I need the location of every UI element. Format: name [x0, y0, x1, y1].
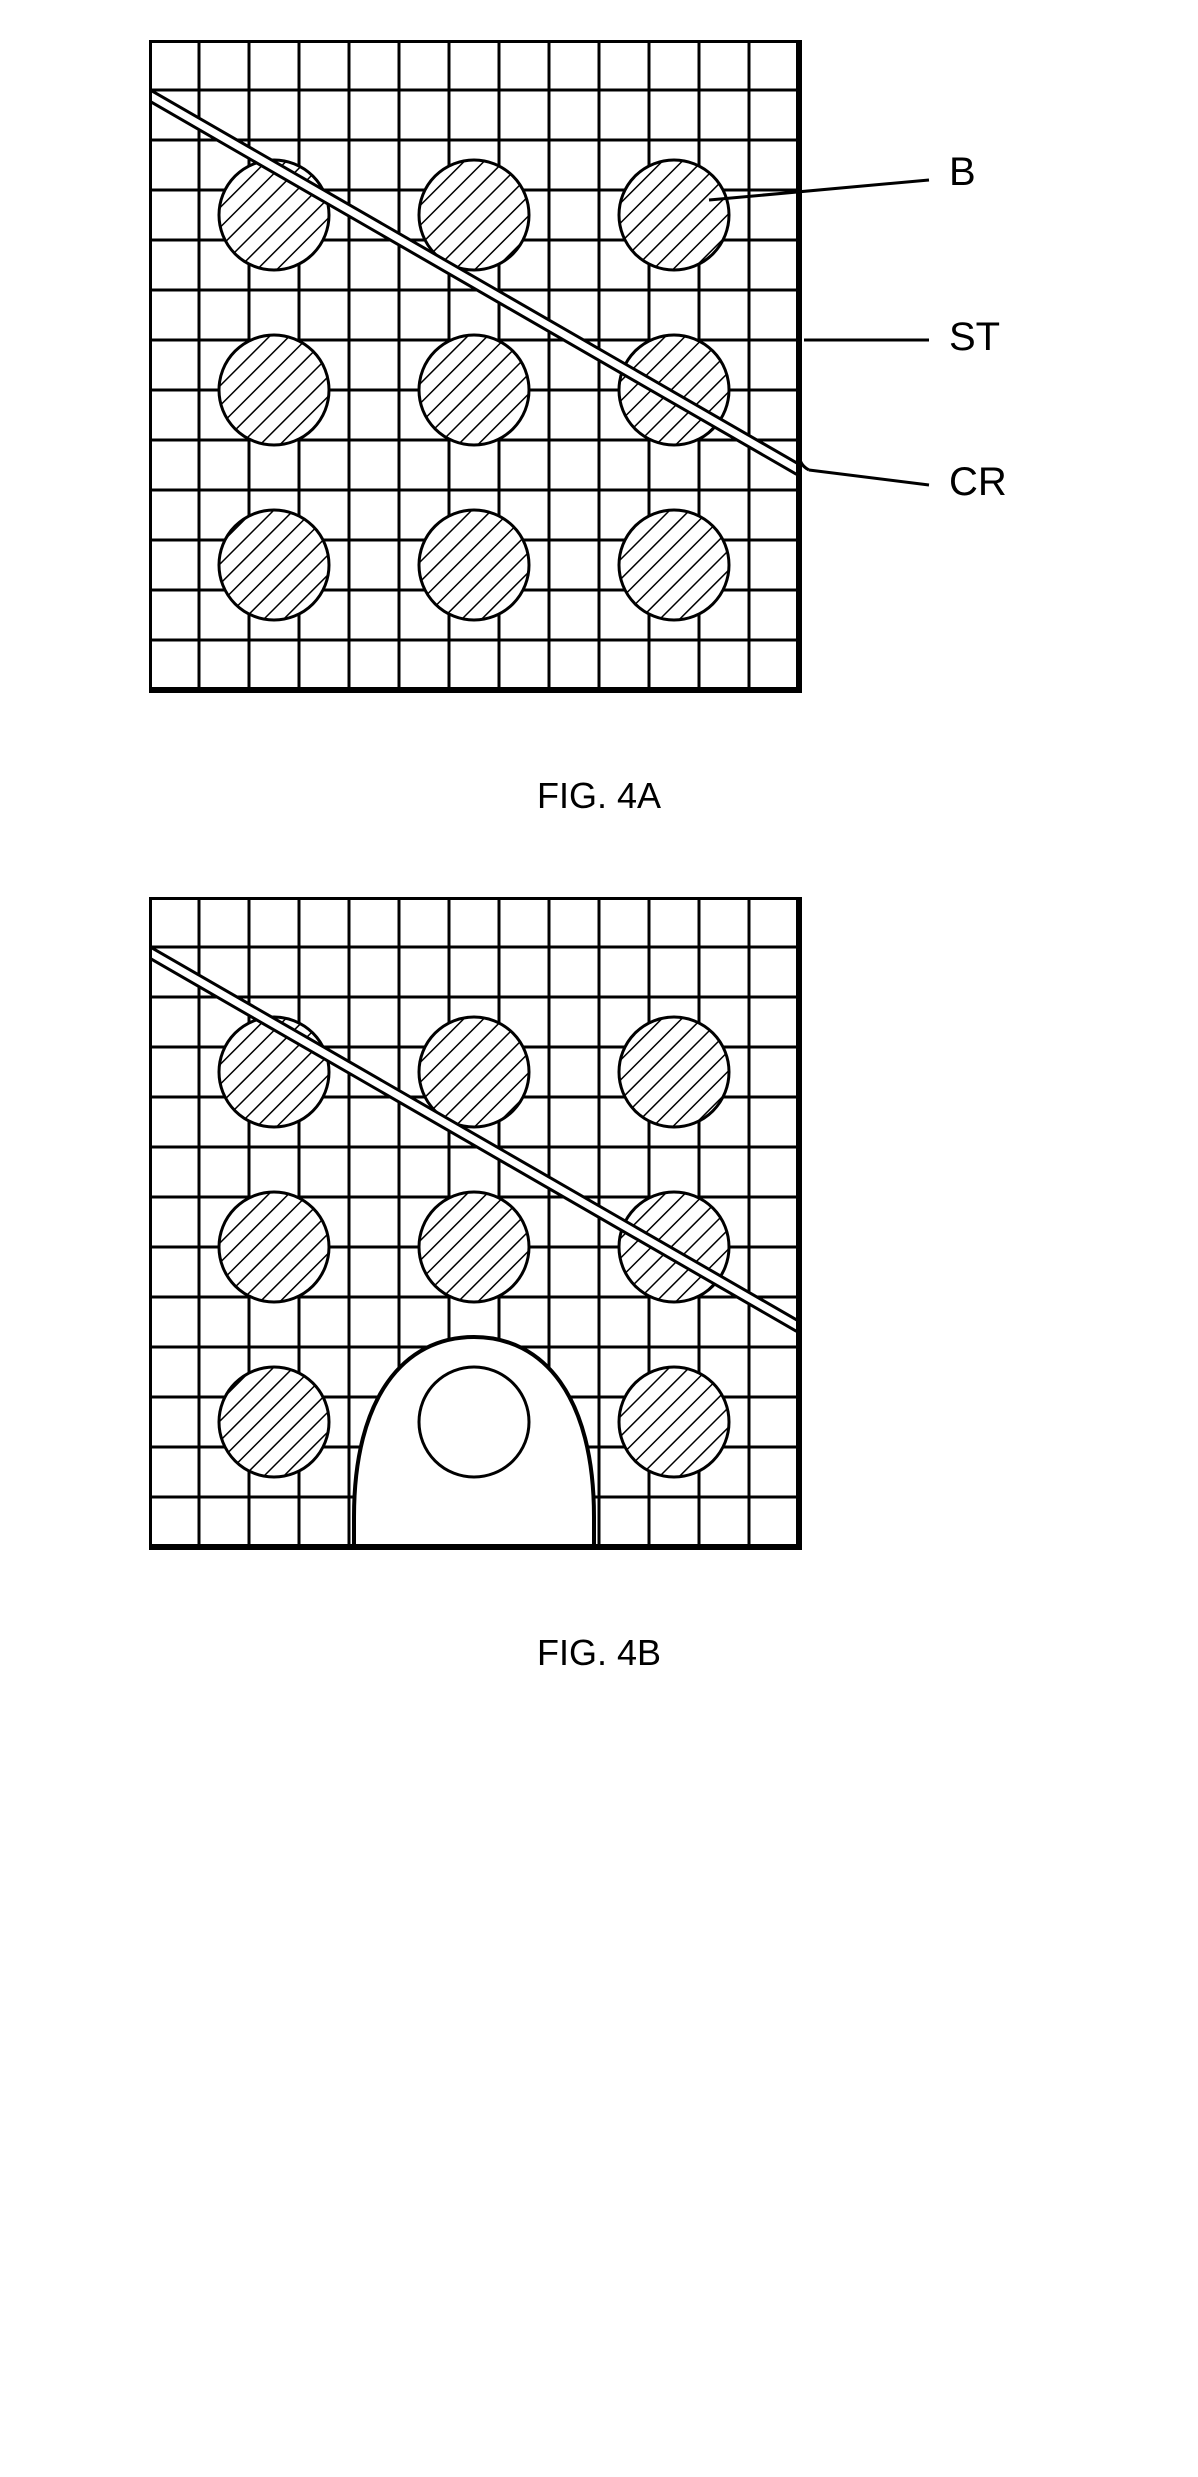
svg-text:CR: CR [949, 460, 1007, 504]
svg-text:B: B [949, 150, 976, 194]
figure-a-diagram: B ST CR [149, 40, 1049, 745]
figure-a-caption: FIG. 4A [149, 775, 1049, 817]
figure-b-diagram [149, 897, 1049, 1602]
figure-b-container: FIG. 4B [149, 897, 1049, 1674]
figure-a-container: B ST CR FIG. 4A [149, 40, 1049, 817]
svg-text:ST: ST [949, 315, 1000, 359]
figure-b-caption: FIG. 4B [149, 1632, 1049, 1674]
